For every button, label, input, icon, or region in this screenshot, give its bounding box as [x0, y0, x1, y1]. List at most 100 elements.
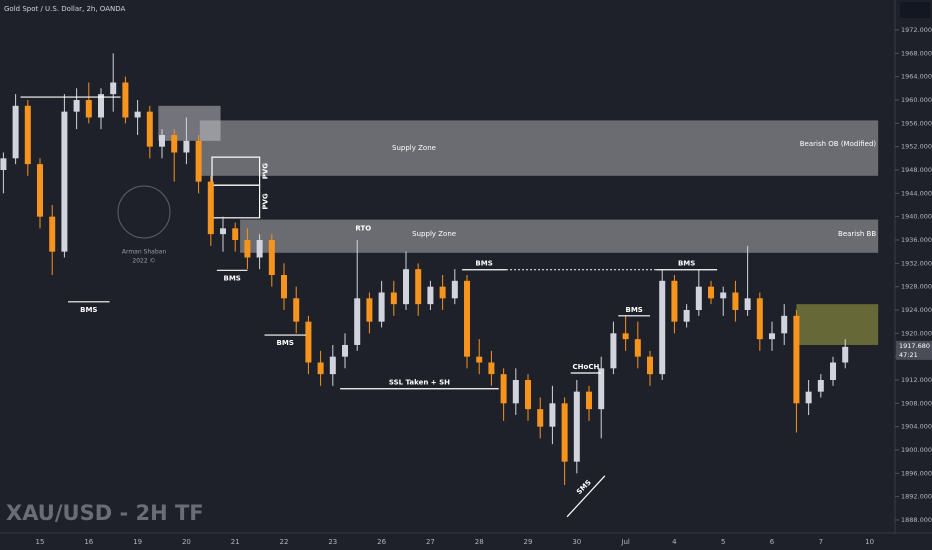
- candle-body: [439, 286, 446, 299]
- level-label: BMS: [678, 260, 695, 268]
- x-tick-label: 6: [770, 538, 775, 546]
- candle-body: [232, 228, 239, 240]
- candle-body: [488, 362, 495, 375]
- x-tick-label: 20: [182, 538, 191, 546]
- candle-body: [793, 315, 800, 404]
- y-tick-label: 1944.000: [901, 189, 932, 197]
- candle-body: [342, 344, 349, 357]
- level-label: BMS: [223, 274, 240, 282]
- candle-body: [0, 158, 7, 170]
- y-tick-label: 1888.000: [901, 516, 932, 524]
- y-tick-label: 1896.000: [901, 469, 932, 477]
- candle-body: [207, 181, 214, 235]
- y-tick-label: 1892.000: [901, 493, 932, 501]
- candle-body: [403, 269, 410, 305]
- candle-body: [512, 379, 519, 404]
- candle-body: [549, 403, 556, 427]
- candle-body: [720, 292, 727, 299]
- x-tick-label: 4: [672, 538, 677, 546]
- candle-body: [159, 134, 166, 147]
- y-tick-label: 1968.000: [901, 49, 932, 57]
- candle-body: [598, 368, 605, 410]
- level-label: CHoCH: [573, 363, 600, 371]
- candle-body: [293, 298, 300, 322]
- candle-body: [49, 216, 56, 252]
- candle-body: [317, 362, 324, 375]
- candle-body: [805, 391, 812, 404]
- candle-body: [610, 333, 617, 369]
- logo-icon: [117, 185, 171, 239]
- y-tick-label: 1932.000: [901, 259, 932, 267]
- x-tick-label: 23: [328, 538, 337, 546]
- candle-body: [85, 99, 92, 118]
- x-tick-label: 22: [280, 538, 289, 546]
- candle-body: [390, 292, 397, 305]
- level-label: BMS: [80, 306, 97, 314]
- candle-body: [305, 321, 312, 363]
- y-tick-label: 1904.000: [901, 423, 932, 431]
- candle-body: [573, 391, 580, 462]
- y-tick-label: 1960.000: [901, 96, 932, 104]
- x-tick-label: 16: [84, 538, 93, 546]
- x-tick-label: 28: [475, 538, 484, 546]
- corner-box: [900, 2, 930, 18]
- x-tick-label: 15: [36, 538, 45, 546]
- candle-body: [12, 105, 19, 159]
- candle-body: [817, 379, 824, 392]
- candle-body: [37, 164, 44, 217]
- candle-body: [98, 94, 105, 118]
- y-tick-label: 1908.000: [901, 399, 932, 407]
- candle-body: [134, 111, 141, 118]
- x-tick-label: 26: [377, 538, 386, 546]
- candle-body: [329, 356, 336, 375]
- candle-body: [781, 315, 788, 334]
- zone-side-label: Bearish OB (Modified): [800, 140, 877, 148]
- level-label: BMS: [625, 306, 642, 314]
- candle-body: [281, 274, 288, 299]
- candle-body: [525, 379, 532, 410]
- candle-body: [744, 298, 751, 310]
- last-price-tag: [896, 340, 932, 360]
- level-label: SSL Taken + SH: [389, 379, 450, 387]
- level-label: BMS: [277, 339, 294, 347]
- candle-body: [256, 239, 263, 258]
- candle-body: [476, 356, 483, 363]
- candle-body: [732, 292, 739, 310]
- candle-body: [378, 292, 385, 322]
- zone: [240, 219, 879, 253]
- y-tick-label: 1920.000: [901, 329, 932, 337]
- candle-body: [24, 105, 31, 165]
- candle-body: [464, 280, 471, 357]
- x-tick-label: 19: [133, 538, 142, 546]
- candle-body: [561, 403, 568, 462]
- logo-name: Arman Shaban: [122, 249, 166, 256]
- candle-body: [586, 391, 593, 410]
- candle-body: [61, 111, 68, 252]
- candle-body: [622, 333, 629, 340]
- candle-body: [708, 286, 715, 299]
- candle-body: [683, 309, 690, 322]
- note: RTO: [355, 224, 371, 232]
- candle-body: [244, 239, 251, 258]
- candle-body: [146, 111, 153, 147]
- y-tick-label: 1952.000: [901, 143, 932, 151]
- y-tick-label: 1900.000: [901, 446, 932, 454]
- y-tick-label: 1936.000: [901, 236, 932, 244]
- logo-year: 2022 ©: [132, 258, 155, 265]
- candle-body: [659, 280, 666, 375]
- y-tick-label: 1972.000: [901, 26, 932, 34]
- candle-body: [195, 140, 202, 182]
- x-tick-label: 27: [426, 538, 435, 546]
- candle-body: [769, 333, 776, 340]
- candle-body: [427, 286, 434, 305]
- candle-body: [183, 140, 190, 153]
- chart-title: Gold Spot / U.S. Dollar, 2h, OANDA: [4, 5, 125, 13]
- y-tick-label: 1964.000: [901, 73, 932, 81]
- candle-body: [268, 239, 275, 275]
- candle-body: [220, 228, 227, 235]
- x-tick-label: 30: [572, 538, 581, 546]
- x-tick-label: 7: [819, 538, 823, 546]
- candle-body: [537, 409, 544, 427]
- candle-body: [415, 269, 422, 305]
